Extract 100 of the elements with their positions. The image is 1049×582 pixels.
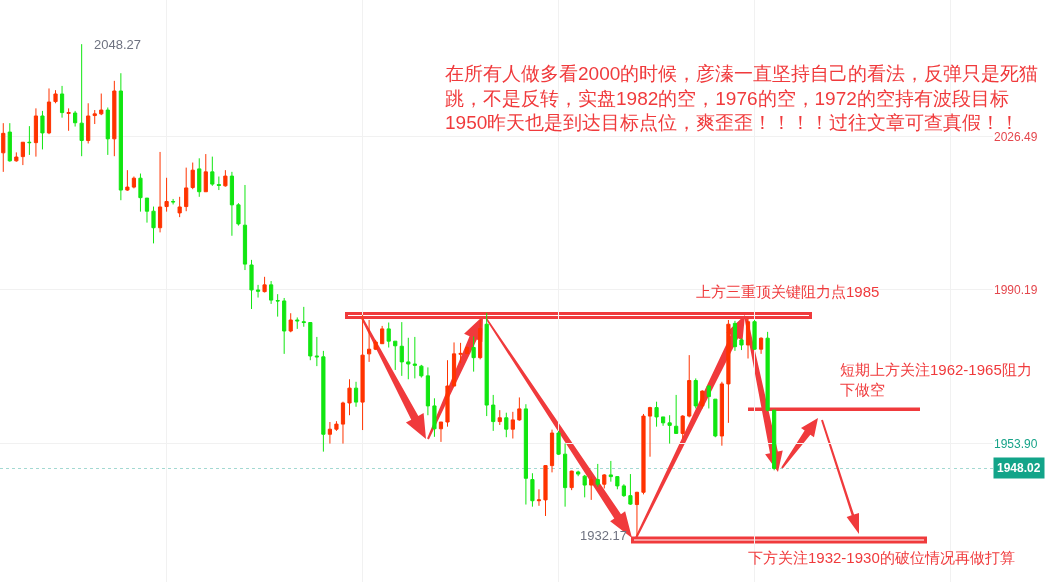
candlestick bbox=[295, 316, 300, 330]
candlestick bbox=[491, 394, 496, 432]
candlestick bbox=[46, 87, 52, 135]
candlestick bbox=[125, 169, 130, 191]
candlestick bbox=[210, 156, 215, 187]
candlestick bbox=[314, 336, 319, 367]
candlestick bbox=[687, 354, 692, 418]
candlestick bbox=[634, 491, 640, 537]
candlestick bbox=[693, 377, 698, 409]
candlestick bbox=[177, 196, 182, 218]
ref-line-label: 短期上方关注1962-1965阻力下做空 bbox=[840, 361, 1032, 398]
candlestick bbox=[275, 293, 280, 318]
candlestick bbox=[301, 306, 306, 328]
candlestick bbox=[419, 364, 424, 379]
candlestick bbox=[412, 336, 417, 379]
candlestick bbox=[680, 414, 685, 440]
candlestick bbox=[197, 157, 202, 198]
candlestick bbox=[425, 366, 431, 416]
candlestick bbox=[347, 378, 352, 416]
candlestick bbox=[151, 206, 156, 244]
candlestick bbox=[33, 107, 39, 158]
y-tick-label: 1953.90 bbox=[994, 436, 1038, 451]
candlestick bbox=[353, 381, 359, 408]
candlestick bbox=[118, 72, 123, 201]
candlestick bbox=[536, 488, 542, 507]
candlestick bbox=[308, 322, 313, 361]
candlestick bbox=[164, 177, 169, 213]
candlestick bbox=[79, 43, 84, 157]
candlestick bbox=[321, 350, 326, 453]
candlestick bbox=[386, 322, 391, 349]
candlestick bbox=[615, 475, 620, 490]
candlestick bbox=[732, 320, 738, 352]
ref-line-label: 1948.02 bbox=[997, 461, 1041, 475]
candlestick bbox=[40, 110, 45, 150]
candlestick bbox=[641, 413, 646, 495]
candlestick bbox=[471, 336, 476, 373]
candlestick bbox=[478, 319, 483, 360]
candlestick bbox=[700, 389, 705, 409]
candlestick bbox=[628, 473, 633, 506]
candlestick bbox=[608, 460, 613, 483]
candlestick bbox=[131, 176, 137, 189]
candlestick bbox=[144, 197, 150, 224]
candlestick bbox=[726, 319, 731, 424]
candlestick bbox=[157, 151, 163, 233]
candlestick bbox=[334, 420, 339, 432]
candlestick bbox=[582, 474, 587, 498]
candlestick bbox=[229, 171, 235, 237]
y-tick-label: 2026.49 bbox=[994, 129, 1038, 144]
candlestick bbox=[451, 341, 457, 387]
candlestick bbox=[432, 397, 437, 438]
candlestick bbox=[242, 184, 248, 271]
candlestick bbox=[523, 403, 528, 506]
candlestick bbox=[360, 314, 365, 431]
candlestick bbox=[249, 259, 254, 310]
candlestick bbox=[445, 359, 450, 428]
candlestick bbox=[20, 141, 25, 166]
candlestick bbox=[745, 317, 751, 360]
candlestick bbox=[203, 153, 208, 193]
candlestick bbox=[184, 167, 189, 212]
candlestick bbox=[569, 470, 574, 491]
candlestick bbox=[556, 430, 561, 456]
candlestick bbox=[393, 340, 398, 371]
candlestick bbox=[504, 412, 509, 438]
candlestick bbox=[7, 122, 12, 163]
candlestick bbox=[497, 409, 502, 426]
candlestick bbox=[602, 473, 607, 489]
candlestick bbox=[465, 345, 470, 355]
candlestick bbox=[373, 339, 378, 351]
candlestick bbox=[458, 342, 463, 364]
candlestick bbox=[262, 276, 267, 293]
candlestick bbox=[53, 89, 58, 104]
candlestick bbox=[190, 162, 195, 190]
candlestick bbox=[73, 110, 78, 128]
candlestick bbox=[380, 325, 385, 345]
candlestick bbox=[667, 414, 672, 445]
candlestick bbox=[269, 280, 274, 305]
candlestick bbox=[549, 429, 555, 473]
candlestick bbox=[138, 173, 143, 213]
annotation: 上方三重顶关键阻力点1985 bbox=[696, 283, 880, 300]
candlestick bbox=[92, 109, 97, 125]
candlestick bbox=[223, 169, 228, 188]
candlestick bbox=[654, 401, 659, 428]
candlestick bbox=[706, 384, 711, 409]
candlestick bbox=[660, 416, 666, 427]
candlestick bbox=[112, 80, 117, 157]
candlestick bbox=[752, 319, 757, 351]
candlestick bbox=[647, 406, 653, 458]
candlestick bbox=[595, 463, 600, 488]
candlestick bbox=[510, 411, 515, 440]
candlestick bbox=[739, 337, 744, 351]
candlestick bbox=[576, 471, 581, 477]
candlestick bbox=[517, 396, 522, 422]
candlestick bbox=[255, 284, 261, 299]
candlestick bbox=[171, 198, 176, 205]
annotation: 1932.17 bbox=[580, 528, 627, 543]
candlestick bbox=[399, 321, 404, 377]
y-tick-label: 1990.19 bbox=[994, 283, 1038, 298]
candlestick bbox=[406, 337, 411, 380]
candlestick bbox=[719, 381, 724, 447]
candlestick bbox=[758, 336, 764, 355]
